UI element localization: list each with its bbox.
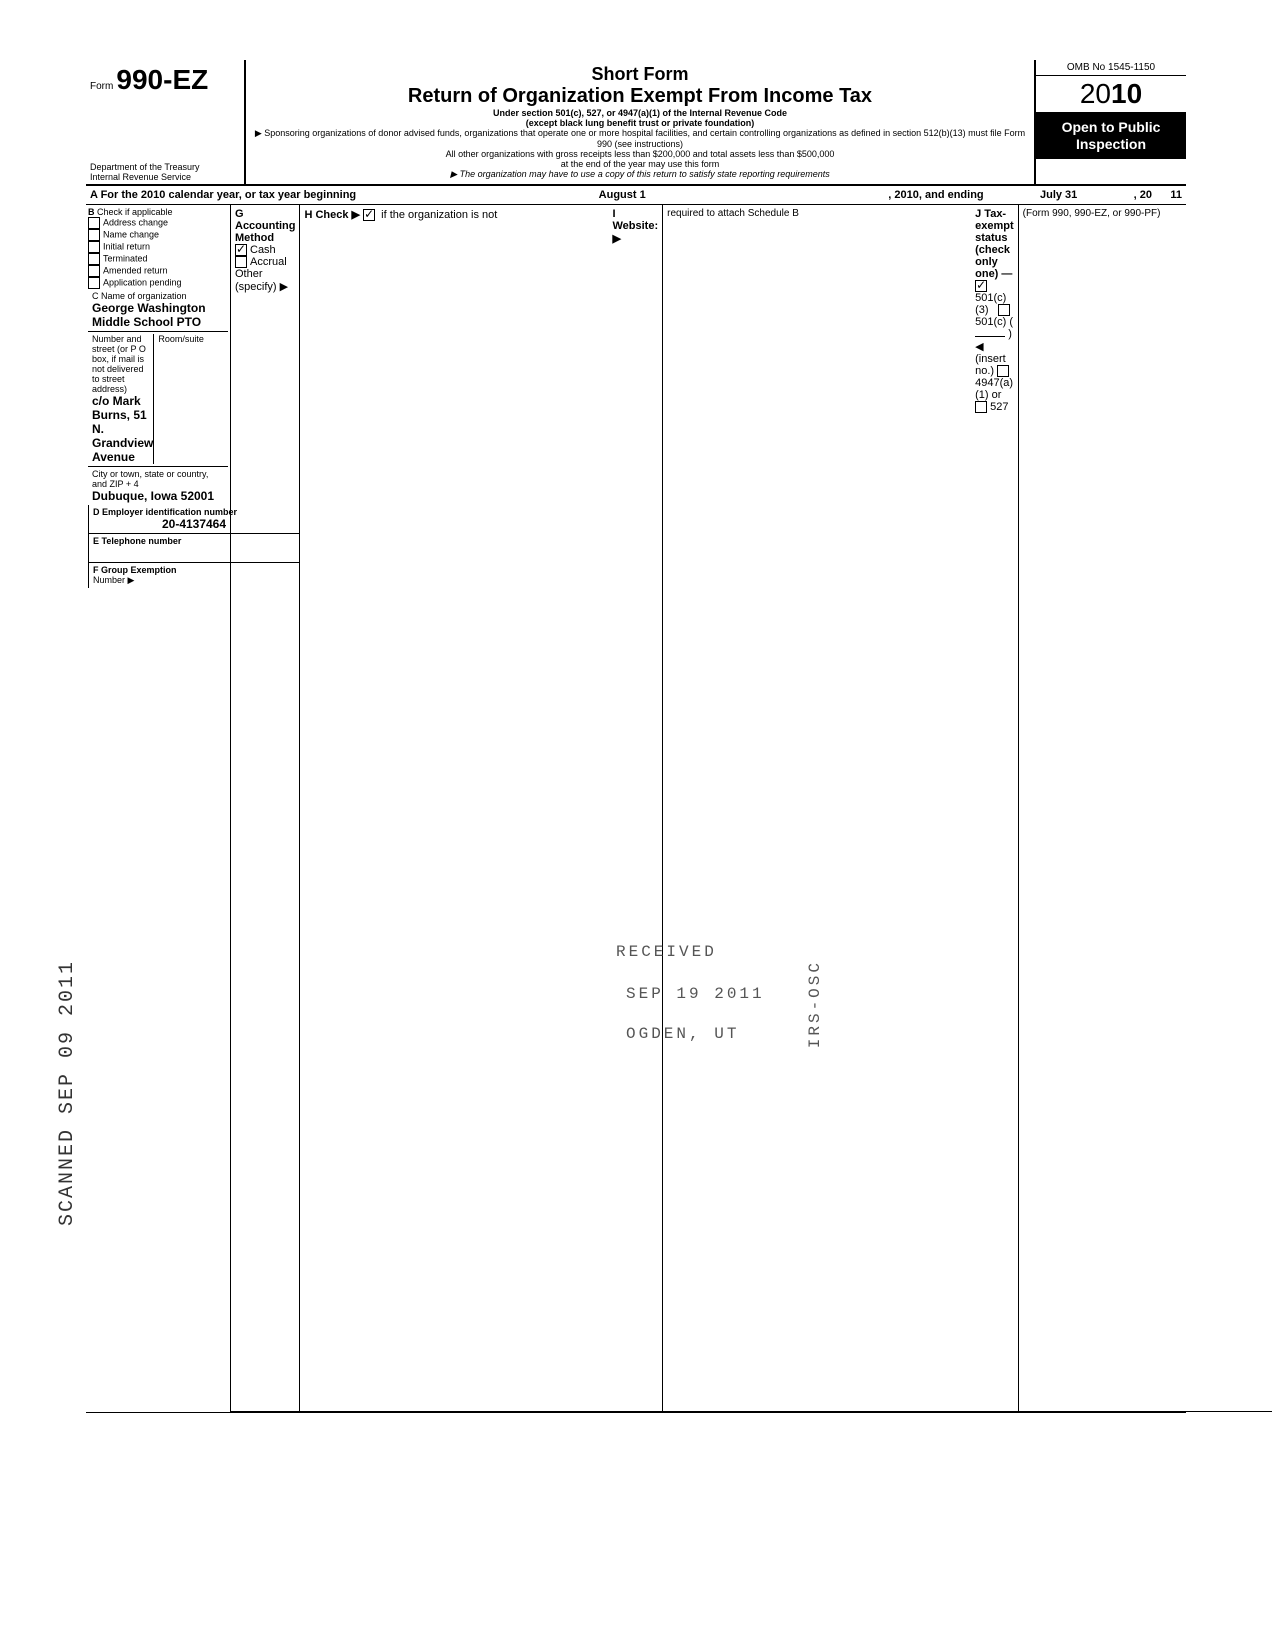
checkbox-amended[interactable]	[88, 265, 100, 277]
dept-treasury: Department of the Treasury	[90, 162, 200, 172]
form-number: 990-EZ	[116, 64, 208, 95]
label-accrual: Accrual	[250, 256, 287, 268]
section-a: A For the 2010 calendar year, or tax yea…	[86, 186, 1186, 205]
section-a-suffix: , 20	[1134, 189, 1152, 201]
org-name-label: C Name of organization	[92, 291, 224, 301]
copy-text: ▶ The organization may have to use a cop…	[254, 169, 1026, 180]
irs-stamp: IRS-OSC	[806, 960, 824, 1048]
label-amended: Amended return	[103, 265, 168, 275]
sponsor-text: ▶ Sponsoring organizations of donor advi…	[254, 128, 1026, 149]
checkbox-initial-return[interactable]	[88, 241, 100, 253]
accounting-method-label: G Accounting Method	[235, 208, 296, 244]
open-public-2: Inspection	[1038, 136, 1184, 153]
section-j: J Tax-exempt status (check only one) — 5…	[971, 205, 1272, 1412]
section-gh: G Accounting Method Cash Accrual Other (…	[231, 205, 608, 1412]
checkbox-4947[interactable]	[997, 365, 1009, 377]
all-other-text: All other organizations with gross recei…	[254, 149, 1026, 159]
room-label: Room/suite	[158, 334, 224, 344]
section-b: B Check if applicable Address change Nam…	[86, 205, 231, 1412]
received-date-stamp: SEP 19 2011	[626, 985, 765, 1003]
street-value: c/o Mark Burns, 51 N. Grandview Avenue	[92, 394, 153, 464]
checkbox-address-change[interactable]	[88, 217, 100, 229]
omb-number: OMB No 1545-1150	[1036, 60, 1186, 76]
city-label: City or town, state or country, and ZIP …	[92, 469, 224, 489]
received-stamp: RECEIVED	[616, 943, 717, 961]
checkbox-pending[interactable]	[88, 277, 100, 289]
form-990ez: SCANNED SEP 09 2011 Form 990-EZ Departme…	[86, 60, 1186, 1413]
open-public-badge: Open to Public Inspection	[1036, 113, 1186, 159]
form-header: Form 990-EZ Department of the Treasury I…	[86, 60, 1186, 186]
website-label: I Website: ▶	[612, 208, 658, 245]
section-a-label: A For the 2010 calendar year, or tax yea…	[90, 189, 356, 201]
checkbox-501c3[interactable]	[975, 280, 987, 292]
tax-year-begin: August 1	[356, 189, 888, 201]
label-4947: 4947(a)(1) or	[975, 377, 1013, 401]
label-pending: Application pending	[103, 277, 182, 287]
section-bcd: B Check if applicable Address change Nam…	[86, 205, 1186, 1413]
label-terminated: Terminated	[103, 253, 148, 263]
section-h-text: if the organization is not	[381, 209, 497, 221]
checkbox-accrual[interactable]	[235, 256, 247, 268]
open-public-1: Open to Public	[1038, 119, 1184, 136]
label-other: Other (specify) ▶	[235, 268, 288, 293]
checkbox-501c[interactable]	[998, 304, 1010, 316]
checkbox-terminated[interactable]	[88, 253, 100, 265]
end-year-text: at the end of the year may use this form	[254, 159, 1026, 169]
section-b-check: Check if applicable	[97, 207, 173, 217]
under-section: Under section 501(c), 527, or 4947(a)(1)…	[254, 108, 1026, 118]
scanned-stamp: SCANNED SEP 09 2011	[56, 960, 79, 1226]
section-c: C Name of organization George Washington…	[88, 289, 228, 505]
tax-exempt-label: J Tax-exempt status (check only one) —	[975, 208, 1014, 280]
label-initial-return: Initial return	[103, 241, 150, 251]
form-label: Form	[90, 81, 113, 92]
section-h-text2: required to attach Schedule B	[667, 208, 799, 219]
section-h-label: H Check ▶	[304, 209, 360, 221]
year-prefix: 20	[1080, 78, 1111, 109]
tax-year: 2010	[1036, 76, 1186, 113]
received-loc-stamp: OGDEN, UT	[626, 1025, 739, 1043]
label-name-change: Name change	[103, 229, 159, 239]
street-label: Number and street (or P O box, if mail i…	[92, 334, 153, 394]
section-b-label: B	[88, 207, 95, 217]
return-title: Return of Organization Exempt From Incom…	[254, 85, 1026, 108]
short-form-title: Short Form	[254, 64, 1026, 85]
checkbox-name-change[interactable]	[88, 229, 100, 241]
city-value: Dubuque, Iowa 52001	[92, 489, 224, 503]
tax-year-yr: 11	[1152, 189, 1182, 201]
section-i: I Website: ▶ required to attach Schedule…	[608, 205, 971, 1412]
except-text: (except black lung benefit trust or priv…	[254, 118, 1026, 128]
checkbox-527[interactable]	[975, 401, 987, 413]
section-h-text3: (Form 990, 990-EZ, or 990-PF)	[1023, 208, 1161, 219]
tax-year-end: July 31	[984, 189, 1134, 201]
label-527: 527	[990, 401, 1008, 413]
label-cash: Cash	[250, 244, 276, 256]
checkbox-cash[interactable]	[235, 244, 247, 256]
label-address-change: Address change	[103, 217, 168, 227]
section-a-mid: , 2010, and ending	[888, 189, 983, 201]
label-501c: 501(c) (	[975, 316, 1013, 328]
dept-irs: Internal Revenue Service	[90, 172, 200, 182]
checkbox-schedule-b[interactable]	[363, 209, 375, 221]
org-name: George Washington Middle School PTO	[92, 301, 224, 329]
year-suffix: 10	[1111, 78, 1142, 109]
